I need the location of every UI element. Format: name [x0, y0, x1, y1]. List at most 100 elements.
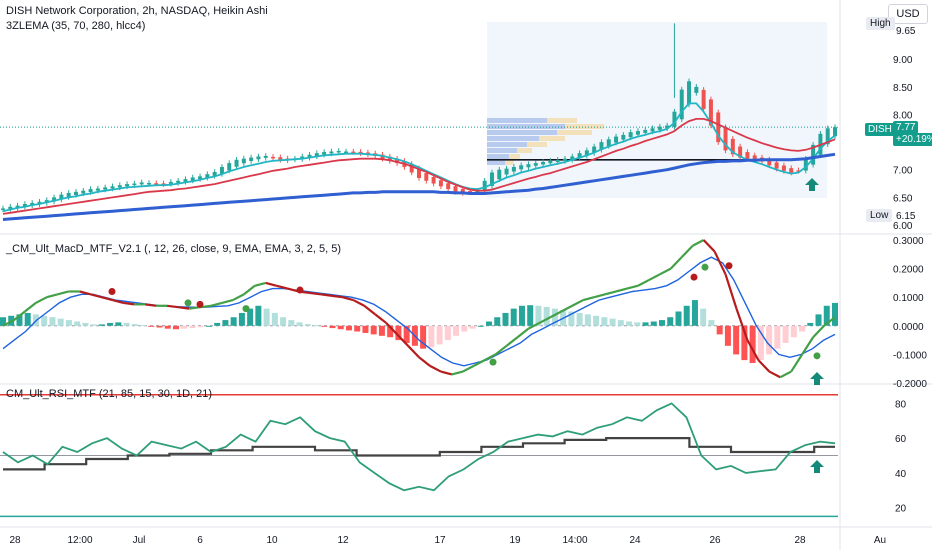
ema-line — [2, 118, 836, 215]
candle — [825, 128, 830, 145]
macd-tick-label: 0.3000 — [893, 236, 924, 247]
rsi-tick-label: 40 — [895, 469, 907, 480]
macd-histogram-bar — [387, 325, 394, 338]
macd-histogram-bar — [691, 300, 698, 326]
macd-histogram-bar — [453, 325, 460, 336]
candle — [438, 180, 443, 187]
macd-line-segment — [549, 310, 562, 319]
candle — [161, 183, 166, 185]
candle — [278, 157, 283, 160]
candle — [59, 194, 64, 200]
macd-histogram-bar — [313, 325, 320, 327]
macd-histogram-bar — [403, 325, 410, 343]
macd-histogram-bar — [337, 325, 344, 330]
volume-profile-bar — [487, 136, 539, 141]
time-tick-label: Au — [874, 535, 886, 546]
macd-histogram-bar — [527, 305, 534, 326]
macd-histogram-bar — [41, 315, 48, 326]
symbol-tag: DISH — [865, 123, 895, 136]
price-tick-label: 8.00 — [893, 110, 913, 121]
volume-profile-bar — [487, 160, 505, 165]
macd-line-segment — [516, 327, 530, 339]
price-tick-label: 7.00 — [893, 166, 913, 177]
time-tick-label: 12:00 — [67, 535, 92, 546]
volume-profile-bar — [487, 148, 517, 153]
macd-histogram-bar — [98, 324, 105, 326]
macd-histogram-bar — [420, 325, 427, 349]
ema-indicator-label[interactable]: 3ZLEMA (35, 70, 280, hlcc4) — [6, 20, 146, 32]
macd-cross-dot — [196, 300, 204, 308]
volume-profile-bar — [487, 154, 509, 159]
candle — [271, 156, 276, 159]
candle — [738, 146, 743, 158]
macd-histogram-bar — [247, 308, 254, 326]
candle — [745, 152, 750, 159]
macd-histogram-bar — [823, 305, 830, 326]
candle — [117, 185, 122, 188]
candle — [409, 163, 414, 173]
macd-histogram-bar — [148, 325, 155, 327]
macd-cross-dot — [701, 263, 709, 271]
volume-profile-area — [487, 22, 827, 198]
macd-histogram-bar — [609, 318, 616, 326]
time-tick-label: 10 — [266, 535, 278, 546]
macd-line-segment — [13, 310, 26, 321]
price-tick-label: 9.00 — [893, 55, 913, 66]
macd-histogram-bar — [766, 325, 773, 355]
macd-line-segment — [637, 279, 650, 287]
macd-line-segment — [812, 325, 825, 339]
candle — [95, 188, 100, 191]
rsi-tick-label: 80 — [895, 399, 907, 410]
candle — [183, 179, 188, 182]
macd-histogram-bar — [329, 325, 336, 329]
candle — [81, 190, 86, 194]
macd-line-segment — [331, 294, 343, 299]
candle — [241, 158, 246, 164]
candle — [212, 171, 217, 176]
macd-histogram-bar — [205, 325, 212, 327]
macd-line-segment — [680, 244, 694, 258]
macd-histogram-bar — [782, 325, 789, 343]
macd-cross-dot — [184, 299, 192, 307]
candle — [570, 156, 575, 160]
candle — [533, 163, 538, 166]
macd-line-segment — [2, 319, 15, 327]
macd-histogram-bar — [535, 305, 542, 326]
candle — [621, 134, 626, 140]
candle — [723, 127, 728, 151]
macd-histogram-bar — [477, 325, 484, 327]
candle — [387, 156, 392, 161]
macd-line-segment — [46, 293, 59, 299]
candle — [256, 156, 261, 160]
macd-histogram-bar — [378, 325, 385, 336]
macd-histogram-bar — [642, 322, 649, 326]
candle — [66, 192, 71, 198]
macd-indicator-label[interactable]: _CM_Ult_MacD_MTF_V2.1 (, 12, 26, close, … — [6, 243, 342, 255]
macd-line-segment — [188, 306, 201, 310]
macd-line-segment — [779, 370, 792, 379]
candle — [344, 151, 349, 153]
candle — [519, 165, 524, 170]
candle — [395, 158, 400, 164]
macd-cross-dot — [813, 352, 821, 360]
macd-histogram-bar — [436, 325, 443, 345]
ema-line — [2, 102, 836, 213]
macd-line-segment — [484, 353, 497, 362]
candle — [198, 176, 203, 179]
last-price-tag: 7.77 — [893, 121, 919, 134]
candle — [110, 186, 115, 189]
macd-histogram-bar — [543, 306, 550, 326]
rsi-indicator-label[interactable]: CM_Ult_RSI_MTF (21, 85, 15, 30, 1D, 21) — [6, 388, 213, 400]
time-tick-label: 26 — [709, 535, 721, 546]
macd-line-segment — [418, 356, 431, 367]
macd-histogram-bar — [123, 322, 130, 326]
macd-line-segment — [112, 298, 124, 304]
macd-histogram-bar — [255, 305, 262, 326]
candle — [796, 170, 801, 172]
candle — [176, 180, 181, 183]
macd-line-segment — [167, 304, 179, 309]
macd-line-segment — [210, 301, 223, 307]
currency-button[interactable]: USD — [888, 4, 928, 24]
macd-histogram-bar — [576, 312, 583, 326]
